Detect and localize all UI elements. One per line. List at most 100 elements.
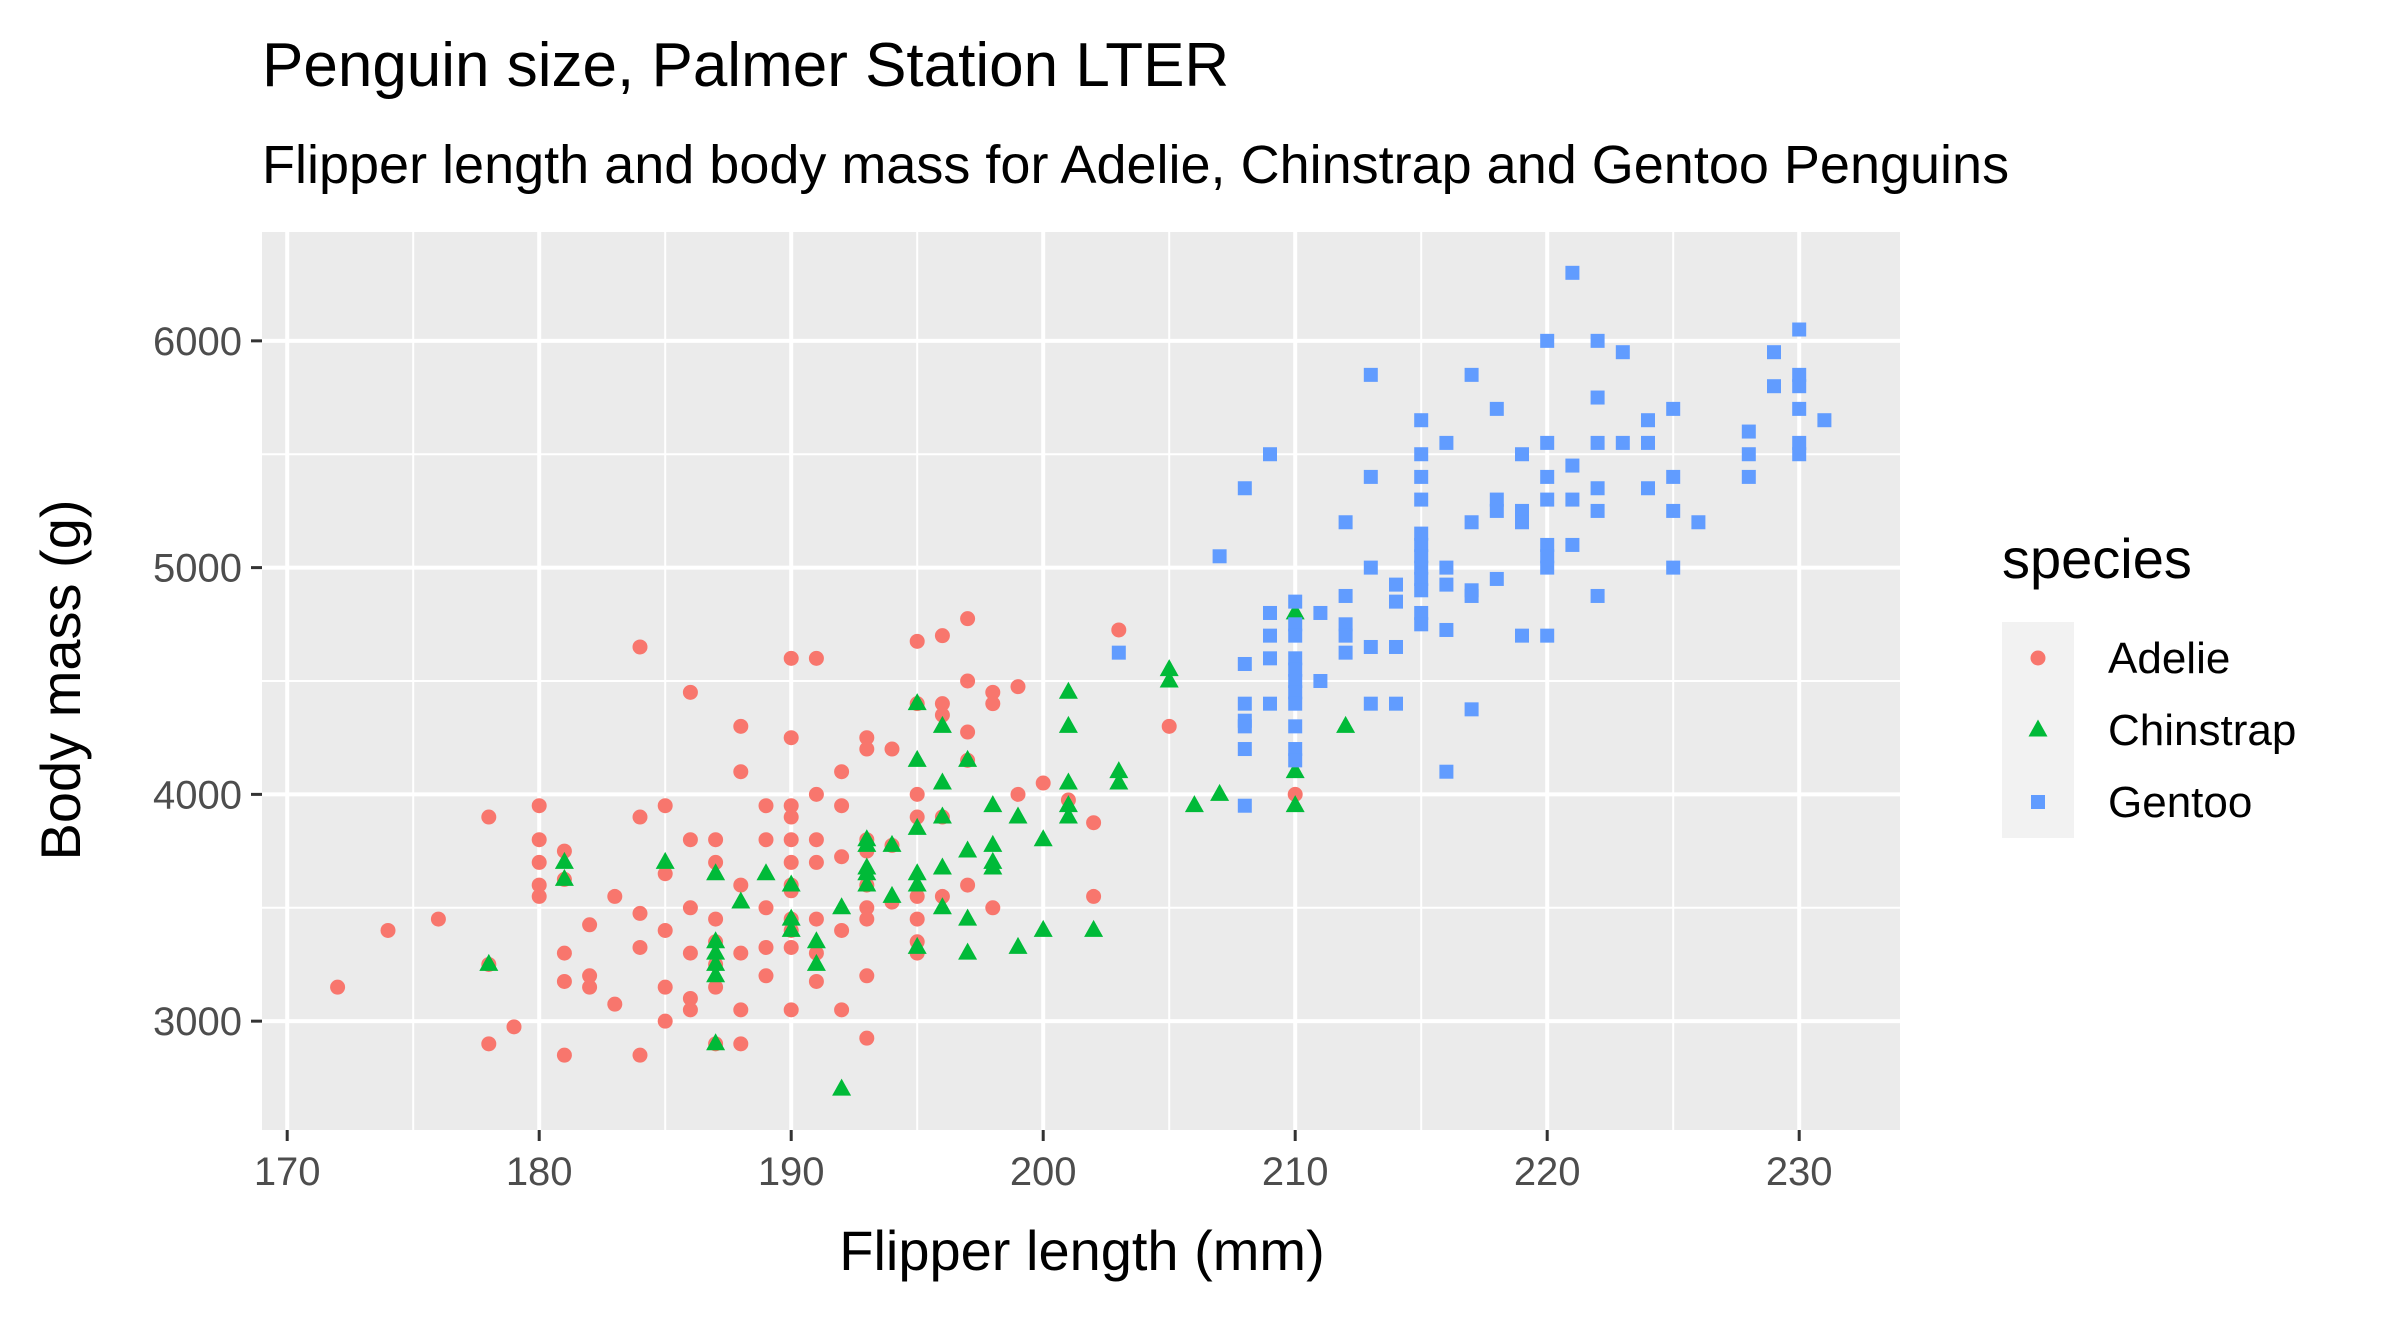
- data-point-chinstrap: [655, 851, 675, 869]
- data-point-adelie: [607, 888, 623, 904]
- data-point-adelie: [783, 832, 799, 848]
- data-point-gentoo: [1464, 515, 1479, 530]
- data-point-gentoo: [1464, 702, 1479, 717]
- data-point-chinstrap: [1159, 670, 1179, 688]
- data-point-adelie: [934, 628, 950, 644]
- data-point-gentoo: [1288, 719, 1303, 734]
- data-point-gentoo: [1792, 435, 1807, 450]
- data-point-gentoo: [1237, 742, 1252, 757]
- data-point-gentoo: [1464, 367, 1479, 382]
- data-point-adelie: [783, 809, 799, 825]
- data-point-gentoo: [1414, 447, 1429, 462]
- data-point-adelie: [506, 1019, 522, 1035]
- x-tick-label: 190: [758, 1150, 825, 1194]
- data-point-chinstrap: [1058, 795, 1078, 813]
- data-point-chinstrap: [907, 817, 927, 835]
- data-point-gentoo: [1338, 588, 1353, 603]
- data-point-chinstrap: [1159, 659, 1179, 677]
- data-point-chinstrap: [932, 772, 952, 790]
- data-point-adelie: [657, 979, 673, 995]
- data-point-gentoo: [1439, 577, 1454, 592]
- data-point-chinstrap: [706, 965, 726, 983]
- data-point-adelie: [733, 1036, 749, 1052]
- data-point-adelie: [1161, 718, 1177, 734]
- data-point-gentoo: [1338, 628, 1353, 643]
- data-point-gentoo: [1489, 492, 1504, 507]
- data-point-adelie: [859, 968, 875, 984]
- data-point-adelie: [960, 877, 976, 893]
- data-point-adelie: [1111, 622, 1127, 638]
- data-point-adelie: [733, 718, 749, 734]
- data-point-chinstrap: [958, 749, 978, 767]
- data-point-chinstrap: [706, 953, 726, 971]
- data-point-adelie: [708, 979, 724, 995]
- data-point-gentoo: [1817, 413, 1832, 428]
- data-point-gentoo: [1767, 379, 1781, 394]
- data-point-gentoo: [1515, 447, 1529, 462]
- data-point-chinstrap: [781, 908, 801, 926]
- data-point-chinstrap: [907, 863, 927, 881]
- data-point-adelie: [531, 877, 547, 893]
- data-point-gentoo: [1540, 469, 1555, 484]
- data-point-chinstrap: [1210, 783, 1230, 801]
- data-point-gentoo: [1237, 696, 1252, 711]
- data-point-gentoo: [1489, 401, 1504, 416]
- data-point-adelie: [808, 854, 824, 870]
- data-point-gentoo: [1288, 594, 1303, 609]
- data-point-gentoo: [1414, 583, 1429, 598]
- data-point-adelie: [1035, 775, 1051, 791]
- data-point-gentoo: [1288, 662, 1303, 677]
- data-point-gentoo: [1691, 515, 1706, 530]
- x-tick-label: 220: [1514, 1150, 1581, 1194]
- data-point-adelie: [682, 832, 698, 848]
- data-point-adelie: [934, 696, 950, 712]
- data-point-adelie: [632, 1047, 648, 1063]
- data-point-chinstrap: [932, 897, 952, 915]
- data-point-adelie: [708, 854, 724, 870]
- data-point-gentoo: [1489, 503, 1504, 518]
- chart-title: Penguin size, Palmer Station LTER: [262, 31, 1229, 100]
- data-point-gentoo: [1439, 560, 1454, 575]
- data-point-adelie: [556, 945, 572, 961]
- data-point-gentoo: [1263, 628, 1277, 643]
- data-point-chinstrap: [958, 942, 978, 960]
- data-point-adelie: [682, 900, 698, 916]
- data-point-adelie: [758, 798, 774, 814]
- data-point-chinstrap: [1033, 829, 1053, 847]
- data-point-adelie: [632, 639, 648, 655]
- data-point-adelie: [531, 798, 547, 814]
- data-point-gentoo: [1237, 481, 1252, 496]
- data-point-chinstrap: [1058, 715, 1078, 733]
- data-point-adelie: [834, 922, 850, 938]
- data-point-adelie: [758, 968, 774, 984]
- x-tick-label: 230: [1766, 1150, 1833, 1194]
- data-point-chinstrap: [806, 931, 826, 949]
- x-axis-title: Flipper length (mm): [839, 1219, 1324, 1282]
- data-point-adelie: [481, 1036, 497, 1052]
- data-point-gentoo: [1414, 560, 1429, 575]
- data-point-gentoo: [1237, 656, 1252, 671]
- data-point-gentoo: [1237, 719, 1252, 734]
- data-point-chinstrap: [554, 868, 574, 886]
- data-point-chinstrap: [1058, 681, 1078, 699]
- data-point-adelie: [985, 696, 1001, 712]
- data-point-gentoo: [1792, 367, 1807, 382]
- data-point-gentoo: [1414, 413, 1429, 428]
- data-point-gentoo: [1363, 560, 1378, 575]
- data-point-adelie: [834, 764, 850, 780]
- y-tick-label: 6000: [153, 320, 242, 364]
- data-point-chinstrap: [479, 953, 499, 971]
- data-point-chinstrap: [832, 1078, 852, 1096]
- data-point-chinstrap: [907, 936, 927, 954]
- data-point-chinstrap: [932, 806, 952, 824]
- data-point-adelie: [960, 611, 976, 627]
- data-point-gentoo: [1363, 469, 1378, 484]
- data-point-gentoo: [1288, 685, 1303, 700]
- data-point-adelie: [733, 764, 749, 780]
- data-point-adelie: [632, 939, 648, 955]
- data-point-gentoo: [1414, 492, 1429, 507]
- legend-label-gentoo: Gentoo: [2108, 778, 2252, 827]
- data-point-gentoo: [1263, 447, 1277, 462]
- data-point-gentoo: [1414, 549, 1429, 564]
